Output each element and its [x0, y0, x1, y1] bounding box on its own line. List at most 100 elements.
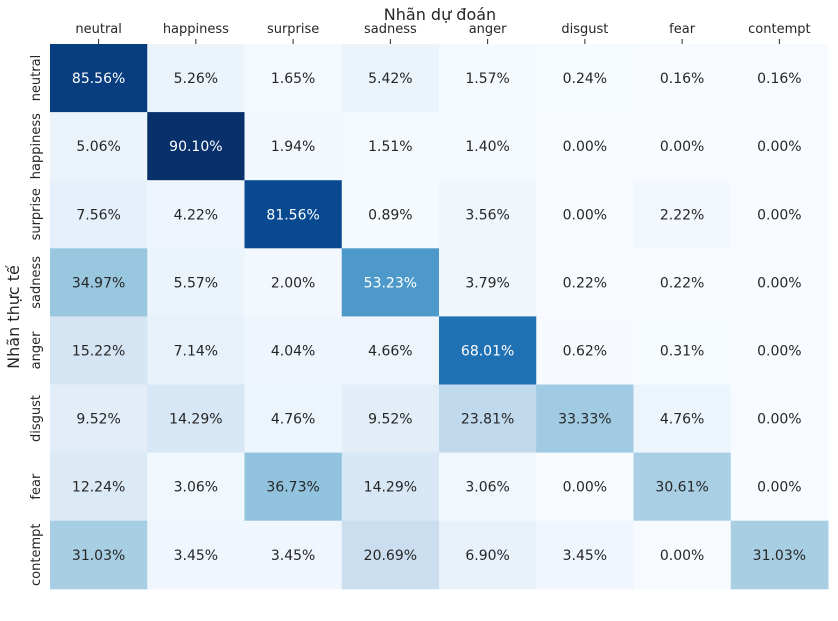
- heatmap-cell: [147, 384, 245, 454]
- heatmap-cell: [633, 44, 732, 113]
- heatmap-cell: [730, 248, 829, 317]
- heatmap-cell: [341, 452, 440, 522]
- heatmap-cell: [633, 248, 732, 317]
- cell-value-label: 0.22%: [563, 275, 607, 291]
- heatmap-cell: [147, 248, 245, 317]
- cell-value-label: 0.00%: [563, 480, 607, 496]
- heatmap-cell: [50, 384, 148, 454]
- cell-value-label: 3.56%: [465, 207, 509, 223]
- cell-value-label: 0.00%: [757, 480, 801, 496]
- cell-value-label: 1.94%: [271, 139, 315, 155]
- y-axis-title: Nhãn thực tế: [4, 265, 23, 369]
- heatmap-cell: [244, 384, 343, 454]
- heatmap-cell: [50, 248, 148, 317]
- heatmap-cell: [244, 180, 343, 249]
- heatmap-cell: [341, 44, 440, 113]
- heatmap-cells: 85.56% 5.26% 1.65% 5.42% 1.57% 0.24% 0.16% 0.16…: [50, 44, 829, 590]
- cell-value-label: 14.29%: [169, 412, 222, 428]
- heatmap-cell: [439, 112, 537, 181]
- cell-value-label: 6.90%: [465, 548, 509, 564]
- heatmap-cell: [730, 44, 829, 113]
- cell-value-label: 0.16%: [660, 71, 704, 87]
- heatmap-cell: [244, 248, 343, 317]
- heatmap-cell: [536, 44, 634, 113]
- heatmap-cell: [147, 520, 245, 590]
- cell-value-label: 36.73%: [266, 480, 319, 496]
- x-tick-label: fear: [669, 22, 696, 37]
- cell-value-label: 7.56%: [76, 207, 120, 223]
- y-tick-label: contempt: [29, 524, 44, 586]
- heatmap-cell: [341, 180, 440, 249]
- y-tick-label: anger: [29, 331, 44, 369]
- heatmap-cell: [536, 452, 634, 522]
- heatmap-cell: [439, 520, 537, 590]
- heatmap-cell: [633, 384, 732, 454]
- cell-value-label: 31.03%: [753, 548, 806, 564]
- heatmap-cell: [439, 316, 537, 385]
- cell-value-label: 3.45%: [271, 548, 315, 564]
- y-tick-label: surprise: [29, 188, 44, 240]
- heatmap-cell: [50, 316, 148, 385]
- cell-value-label: 0.22%: [660, 275, 704, 291]
- y-axis-ticks: neutral happiness surprise sadness anger disg…: [29, 55, 44, 586]
- heatmap-cell: [341, 384, 440, 454]
- x-tick-label: disgust: [561, 22, 608, 37]
- cell-value-label: 5.26%: [174, 71, 218, 87]
- heatmap-cell: [633, 180, 732, 249]
- heatmap-cell: [730, 452, 829, 522]
- cell-value-label: 31.03%: [72, 548, 125, 564]
- heatmap-cell: [147, 316, 245, 385]
- cell-value-label: 30.61%: [655, 480, 708, 496]
- cell-value-label: 5.57%: [174, 275, 218, 291]
- cell-value-label: 0.00%: [757, 139, 801, 155]
- heatmap-cell: [341, 112, 440, 181]
- cell-value-label: 3.45%: [174, 548, 218, 564]
- heatmap-cell: [439, 180, 537, 249]
- x-tick-label: surprise: [267, 22, 319, 37]
- heatmap-cell: [439, 452, 537, 522]
- cell-value-label: 4.22%: [174, 207, 218, 223]
- y-tick-label: disgust: [29, 395, 44, 442]
- cell-value-label: 85.56%: [72, 71, 125, 87]
- heatmap-cell: [50, 520, 148, 590]
- cell-value-label: 0.16%: [757, 71, 801, 87]
- cell-value-label: 0.89%: [368, 207, 412, 223]
- cell-value-label: 68.01%: [461, 343, 514, 359]
- cell-value-label: 0.00%: [757, 207, 801, 223]
- heatmap-cell: [536, 520, 634, 590]
- y-tick-label: sadness: [29, 256, 44, 309]
- heatmap-cell: [439, 44, 537, 113]
- cell-value-label: 3.06%: [465, 480, 509, 496]
- cell-value-label: 1.65%: [271, 71, 315, 87]
- cell-value-label: 0.00%: [563, 139, 607, 155]
- cell-value-label: 0.00%: [660, 139, 704, 155]
- heatmap-cell: [147, 112, 245, 181]
- cell-value-label: 2.00%: [271, 275, 315, 291]
- heatmap-cell: [730, 180, 829, 249]
- y-tick-label: happiness: [29, 113, 44, 179]
- heatmap-cell: [633, 452, 732, 522]
- heatmap-cell: [147, 44, 245, 113]
- cell-value-label: 9.52%: [368, 412, 412, 428]
- cell-value-label: 9.52%: [76, 412, 120, 428]
- heatmap-cell: [50, 452, 148, 522]
- cell-value-label: 53.23%: [364, 275, 417, 291]
- cell-value-label: 1.40%: [465, 139, 509, 155]
- cell-value-label: 15.22%: [72, 343, 125, 359]
- heatmap-cell: [633, 112, 732, 181]
- cell-value-label: 20.69%: [364, 548, 417, 564]
- cell-value-label: 14.29%: [364, 480, 417, 496]
- heatmap-cell: [633, 316, 732, 385]
- heatmap-cell: [50, 112, 148, 181]
- heatmap-cell: [536, 316, 634, 385]
- cell-value-label: 23.81%: [461, 412, 514, 428]
- heatmap-cell: [730, 384, 829, 454]
- cell-value-label: 12.24%: [72, 480, 125, 496]
- x-tick-label: anger: [469, 22, 507, 37]
- cell-value-label: 0.00%: [757, 275, 801, 291]
- cell-value-label: 0.00%: [563, 207, 607, 223]
- heatmap-cell: [341, 316, 440, 385]
- heatmap-cell: [341, 248, 440, 317]
- x-tick-label: contempt: [748, 22, 810, 37]
